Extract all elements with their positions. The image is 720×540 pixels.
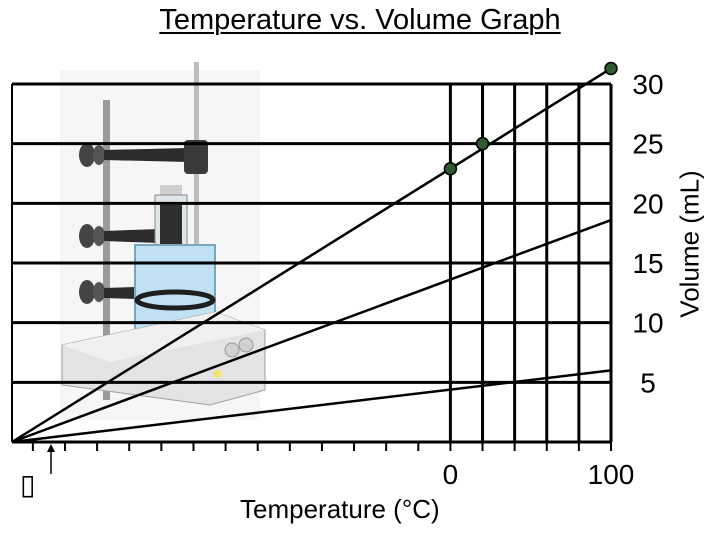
data-point: [604, 61, 618, 76]
chart-title: Temperature vs. Volume Graph: [159, 4, 561, 36]
series-line: [11, 218, 612, 444]
y-tick-label: 10: [632, 308, 663, 339]
x-tick-label: 100: [588, 459, 635, 490]
y-axis-label: Volume (mL): [674, 170, 705, 318]
absolute-zero-arrowhead: [47, 444, 55, 452]
y-tick-label: 15: [632, 248, 663, 279]
x-axis-label: Temperature (°C): [240, 494, 440, 524]
lab-apparatus-illustration: [60, 62, 266, 420]
y-tick-label: 20: [632, 188, 663, 219]
data-points: [443, 61, 618, 176]
x-tick-marks: [31, 442, 612, 451]
data-point: [443, 161, 458, 176]
y-tick-labels: 5 10 15 20 25 30: [632, 69, 663, 398]
y-tick-label: 30: [632, 69, 663, 100]
placeholder-glyph: ▯: [20, 468, 36, 501]
x-tick-labels: 0 100: [443, 459, 635, 490]
series-line: [11, 369, 612, 444]
stand-rod: [103, 100, 110, 400]
data-point: [475, 136, 490, 151]
y-tick-label: 25: [632, 129, 663, 160]
x-tick-label: 0: [443, 459, 459, 490]
series-line: [11, 67, 612, 444]
y-tick-label: 5: [640, 367, 656, 398]
series-lines: [11, 67, 612, 444]
